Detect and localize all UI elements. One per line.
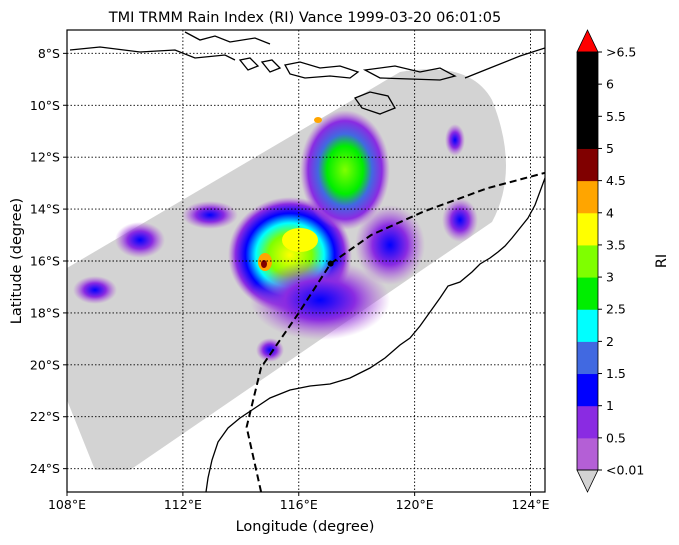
colorbar-tick-label: 6 [606,77,614,92]
colorbar-tick-label: 1.5 [606,366,626,381]
y-tick-label: 14°S [30,202,60,217]
colorbar-tick-label: 3 [606,270,614,285]
colorbar-tick-label: <0.01 [606,463,644,478]
colorbar-segment [577,52,598,85]
coastlines [69,31,545,492]
y-tick-label: 22°S [30,409,60,424]
chart-title: TMI TRMM Rain Index (RI) Vance 1999-03-2… [108,10,501,26]
colorbar-segment [577,341,598,375]
colorbar-tick-label: 2.5 [606,302,626,317]
coastline-timor [464,47,545,79]
colorbar-under-triangle [576,469,599,493]
coastline-bali-lombok [238,57,282,73]
coastline-flores [362,65,457,81]
y-tick-label: 24°S [30,461,60,476]
colorbar-tick-label: 5.5 [606,109,626,124]
rain-cell-west-2 [73,276,117,304]
storm-center-marker [327,260,334,267]
colorbar-segment [577,405,598,439]
y-tick-label: 18°S [30,305,60,320]
coastline-sumba [353,91,396,115]
map-plot-area [67,30,545,492]
rain-peak-maroon [261,260,267,268]
colorbar-tick-label: 2 [606,334,614,349]
x-axis-label: Longitude (degree) [236,519,375,535]
rain-cell-northeast [445,124,465,156]
colorbar-frame [576,51,599,471]
colorbar-tick-label: 0.5 [606,430,626,445]
y-axis-ticks: 8°S 10°S 12°S 14°S 16°S 18°S 20°S 22°S 24°S [30,46,67,476]
x-tick-label: 116°E [280,497,318,512]
colorbar-tick-label: 3.5 [606,237,626,252]
coastline-java [69,46,236,61]
y-tick-label: 20°S [30,357,60,372]
rain-index-field [73,110,478,362]
colorbar-segment [577,116,598,149]
rain-core-peak [282,228,318,252]
rain-band-north [300,110,390,230]
colorbar-segment [577,373,598,407]
colorbar-segment [577,309,598,342]
graticule [67,30,545,492]
rain-cell-west [115,222,165,258]
x-tick-label: 120°E [396,497,434,512]
x-tick-label: 112°E [164,497,202,512]
colorbar-segment [577,277,598,310]
colorbar-tick-label: 1 [606,398,614,413]
colorbar-tick-label: >6.5 [606,45,636,60]
rain-cell-northwest [182,201,238,229]
colorbar-over-triangle [576,29,599,53]
colorbar: <0.01 0.5 1 1.5 2 2.5 3 3.5 4 4.5 5 5.5 6 >6.5 [576,29,644,493]
colorbar-segment [577,437,598,471]
x-axis-ticks: 108°E 112°E 116°E 120°E 124°E [48,492,550,512]
y-axis-label: Latitude (degree) [9,198,25,324]
coastline-australia-west [205,177,545,492]
coastline-borneo [184,31,271,45]
colorbar-segment [577,84,598,117]
y-tick-label: 16°S [30,254,60,269]
y-tick-label: 12°S [30,150,60,165]
rain-cell-east [442,198,478,242]
y-tick-label: 10°S [30,98,60,113]
colorbar-tick-label: 4 [606,205,614,220]
y-tick-label: 8°S [38,46,60,61]
colorbar-segment [577,212,598,246]
x-tick-label: 108°E [48,497,86,512]
rain-band-south [250,260,390,340]
colorbar-segment [577,180,598,214]
colorbar-tick-label: 5 [606,141,614,156]
x-tick-label: 124°E [512,497,550,512]
colorbar-segment [577,148,598,182]
colorbar-segment [577,244,598,278]
rain-peak-north [314,117,322,123]
rain-band-east [355,205,425,285]
colorbar-tick-label: 4.5 [606,173,626,188]
coastline-sumbawa [283,61,360,79]
colorbar-label: RI [654,254,670,268]
